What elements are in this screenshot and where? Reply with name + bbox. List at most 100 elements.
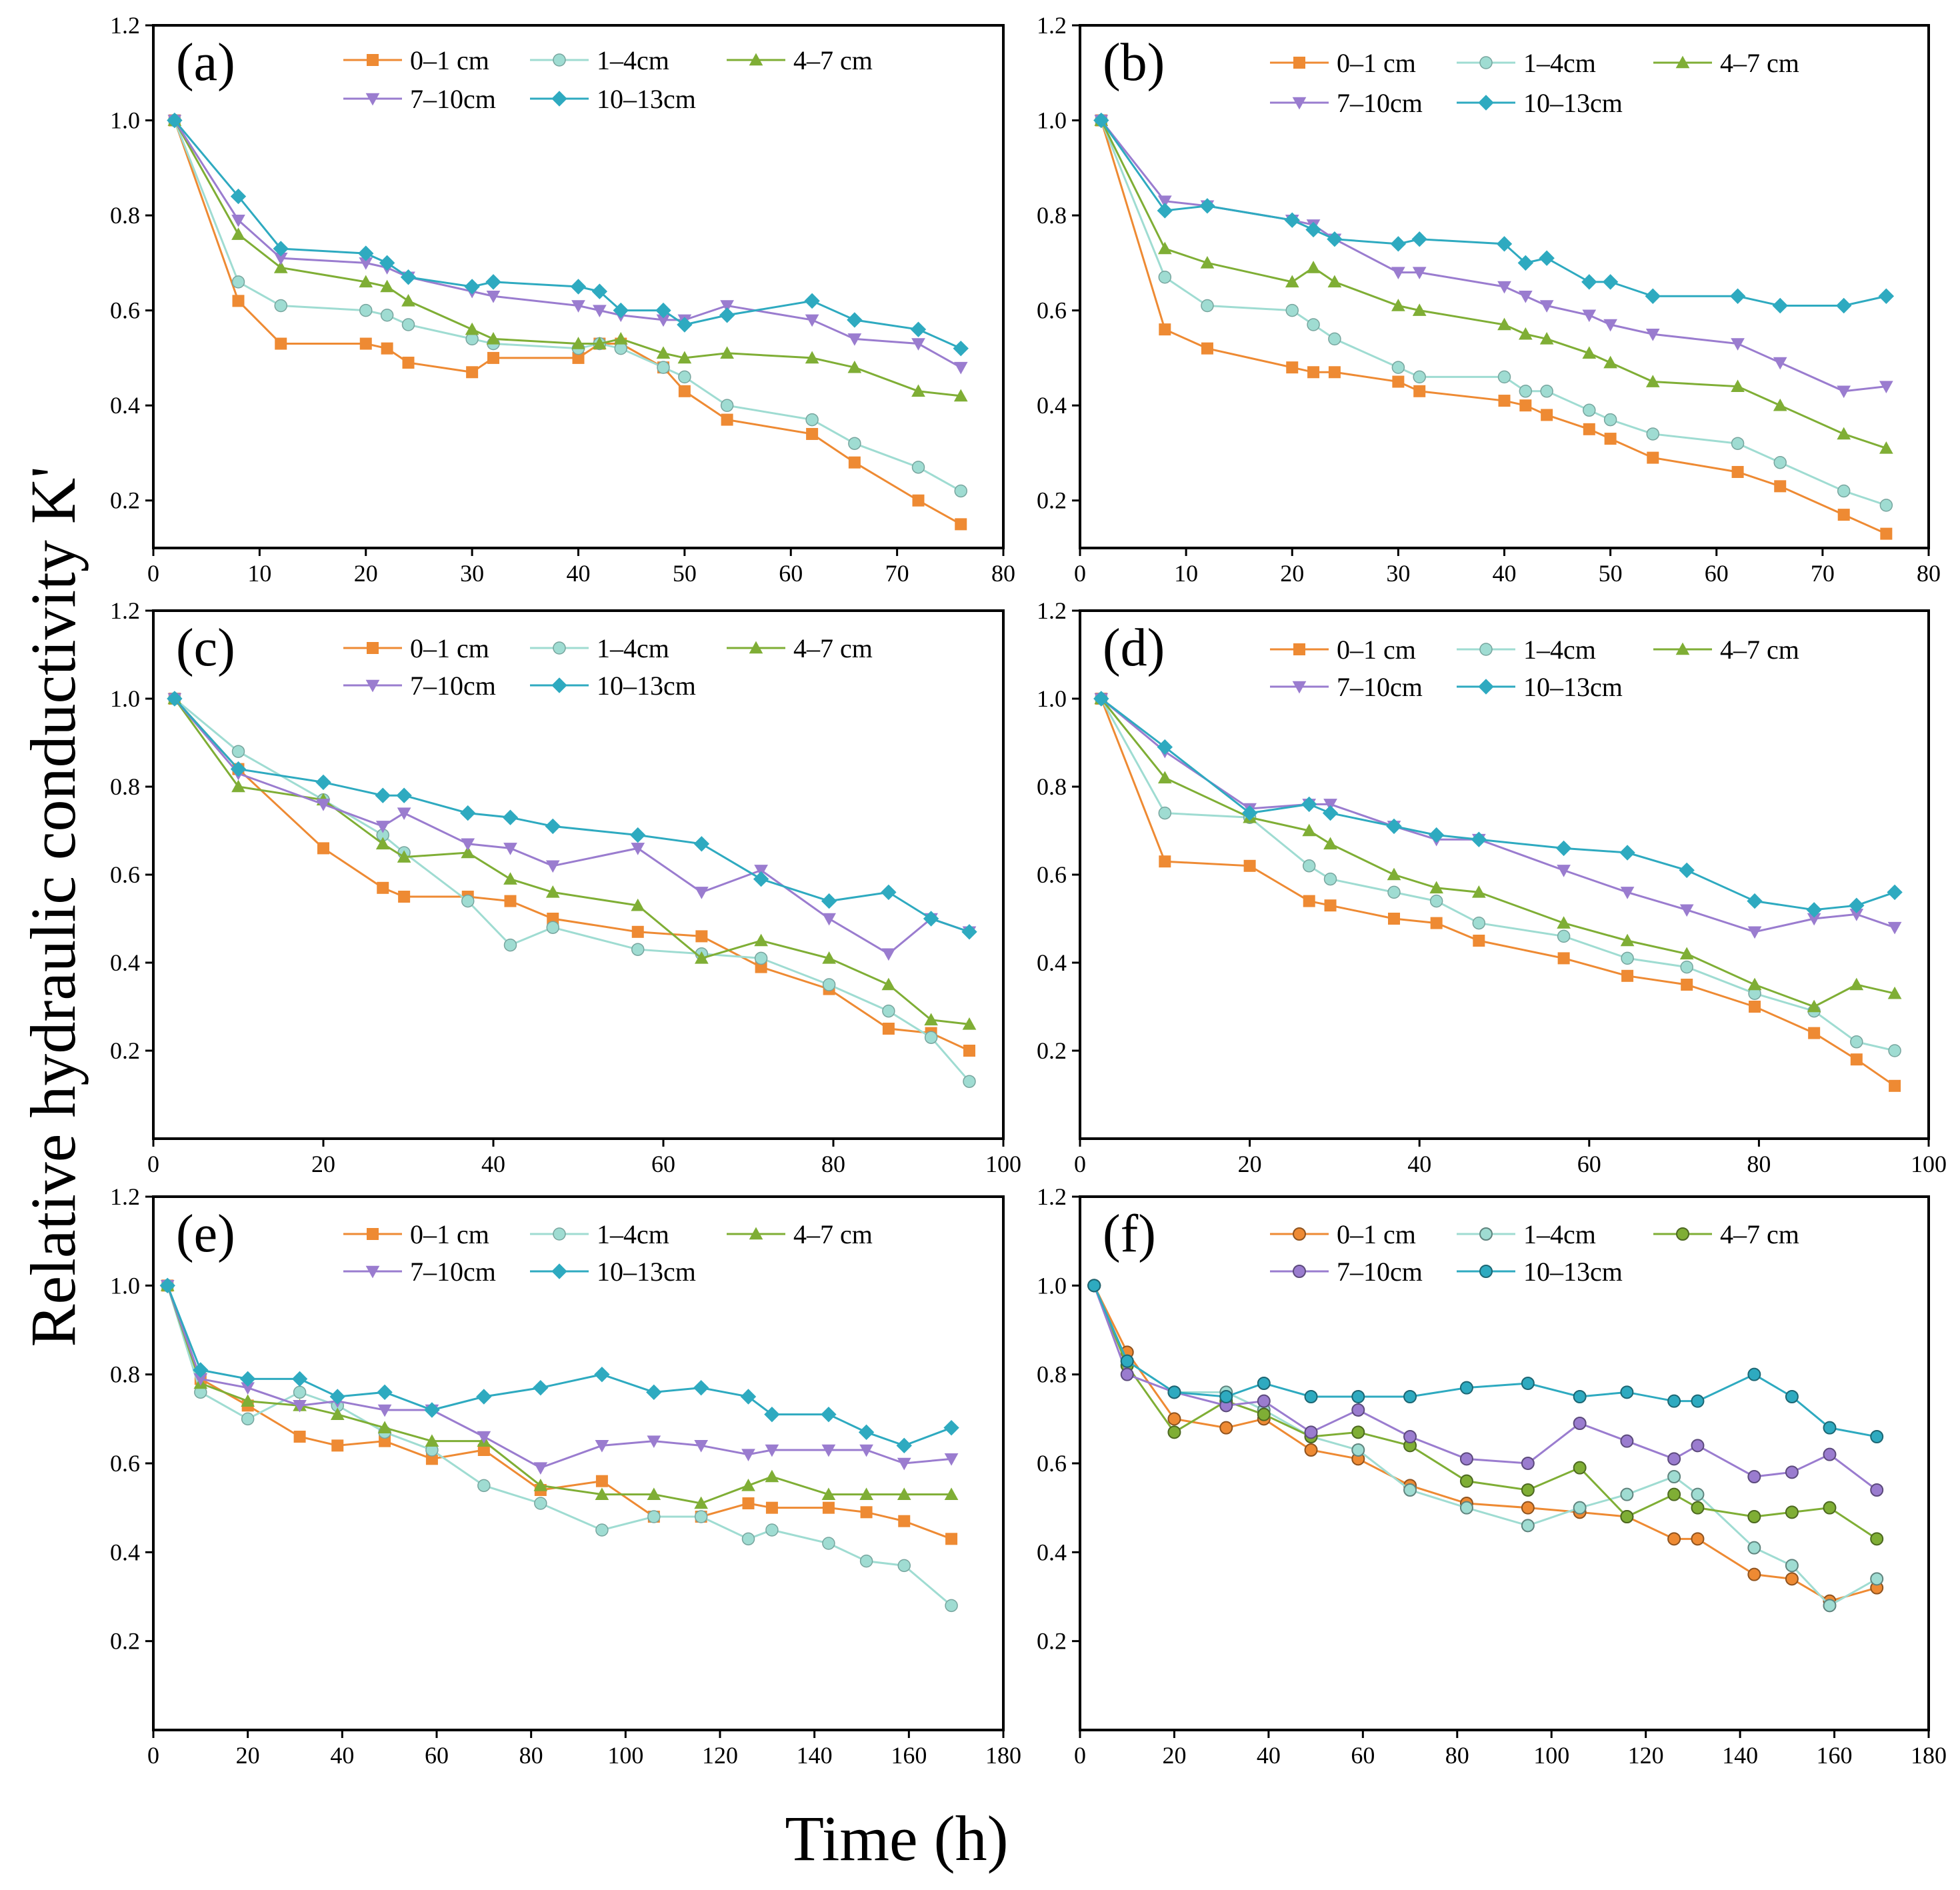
data-point — [425, 1453, 438, 1465]
data-point — [1387, 867, 1401, 881]
data-point — [317, 842, 329, 855]
data-point — [1471, 831, 1487, 847]
data-point — [882, 1004, 895, 1018]
x-tick-label: 80 — [519, 1742, 543, 1769]
x-tick-label: 20 — [311, 1151, 335, 1177]
data-point — [477, 1479, 491, 1493]
data-point — [293, 1400, 307, 1413]
data-point — [1849, 897, 1865, 913]
data-point — [239, 1371, 256, 1387]
x-tick-label: 0 — [147, 1151, 159, 1177]
data-point — [503, 843, 517, 855]
data-point — [847, 360, 862, 373]
data-point — [804, 293, 820, 309]
data-point — [1351, 1425, 1365, 1439]
data-point — [1691, 1487, 1705, 1501]
data-point — [945, 1599, 958, 1613]
data-point — [1849, 977, 1864, 991]
data-point — [1620, 1385, 1634, 1399]
x-tick-label: 50 — [1599, 560, 1623, 587]
data-point — [572, 351, 585, 364]
x-tick-label: 40 — [1257, 1742, 1281, 1769]
data-point — [1731, 437, 1745, 450]
data-point — [898, 1515, 911, 1527]
data-point — [740, 1389, 757, 1405]
x-tick-label: 140 — [797, 1742, 833, 1769]
data-point — [657, 361, 670, 374]
data-point — [613, 332, 628, 345]
legend-label: 0–1 cm — [410, 633, 489, 663]
x-tick-label: 160 — [891, 1742, 927, 1769]
y-tick-label: 0.6 — [110, 1450, 140, 1477]
x-tick-label: 70 — [1811, 560, 1835, 587]
data-point — [545, 818, 561, 835]
data-point — [1301, 796, 1317, 813]
data-point — [1473, 935, 1485, 947]
data-point — [1302, 823, 1317, 837]
data-point — [1602, 274, 1619, 290]
data-point — [1430, 917, 1443, 929]
x-tick-label: 100 — [1911, 1151, 1947, 1177]
legend-marker — [1479, 1227, 1493, 1241]
data-point — [897, 1487, 911, 1500]
y-tick-label: 0.8 — [110, 1361, 140, 1388]
data-point — [1413, 370, 1426, 384]
data-point — [1619, 845, 1635, 861]
legend-label: 7–10cm — [1337, 88, 1423, 118]
data-point — [1573, 1461, 1587, 1475]
x-tick-label: 60 — [779, 560, 803, 587]
series-line — [1100, 119, 1887, 449]
data-point — [1823, 1421, 1837, 1435]
data-point — [1403, 1390, 1417, 1403]
data-point — [805, 351, 819, 364]
data-point — [375, 821, 390, 833]
legend-marker — [365, 679, 380, 693]
data-point — [273, 252, 288, 265]
y-tick-label: 1.0 — [110, 107, 140, 134]
data-point — [1731, 338, 1745, 351]
data-point — [953, 340, 969, 357]
data-point — [1157, 771, 1172, 784]
data-point — [1497, 370, 1511, 384]
data-point — [1521, 1501, 1535, 1515]
y-tick-label: 0.6 — [1037, 297, 1067, 324]
series-5 — [1087, 1279, 1884, 1443]
data-point — [646, 1384, 662, 1401]
data-point — [1667, 1452, 1681, 1466]
data-point — [1167, 1385, 1181, 1399]
data-point — [1167, 1425, 1181, 1439]
data-point — [1680, 960, 1693, 974]
data-point — [1785, 1559, 1799, 1573]
data-point — [1241, 805, 1258, 821]
data-point — [1747, 1510, 1761, 1523]
data-point — [1807, 999, 1821, 1013]
x-tick-label: 80 — [1445, 1742, 1469, 1769]
data-point — [1159, 323, 1171, 336]
legend-label: 7–10cm — [410, 84, 496, 114]
series-2 — [1087, 1279, 1884, 1613]
legend-marker — [553, 53, 566, 67]
series-2 — [168, 692, 976, 1088]
legend-marker — [1479, 1265, 1493, 1278]
data-point — [678, 385, 691, 397]
series-3 — [167, 691, 977, 1030]
data-point — [1087, 1279, 1101, 1293]
y-tick-label: 1.2 — [1037, 1183, 1067, 1210]
x-tick-label: 80 — [1917, 560, 1941, 587]
data-point — [1257, 1394, 1271, 1408]
data-point — [924, 1031, 938, 1044]
x-tick-label: 60 — [1705, 560, 1729, 587]
data-point — [1429, 881, 1444, 894]
legend-label: 4–7 cm — [793, 45, 873, 75]
data-point — [631, 843, 645, 855]
x-tick-label: 0 — [1074, 1151, 1086, 1177]
panel-label: (a) — [176, 33, 235, 92]
data-point — [1667, 1470, 1681, 1483]
data-point — [1679, 904, 1694, 917]
data-point — [595, 1487, 609, 1500]
x-tick-label: 20 — [1162, 1742, 1186, 1769]
data-point — [193, 1362, 209, 1378]
data-point — [1307, 318, 1320, 331]
legend-marker — [367, 1228, 379, 1240]
y-tick-label: 1.2 — [1037, 597, 1067, 624]
